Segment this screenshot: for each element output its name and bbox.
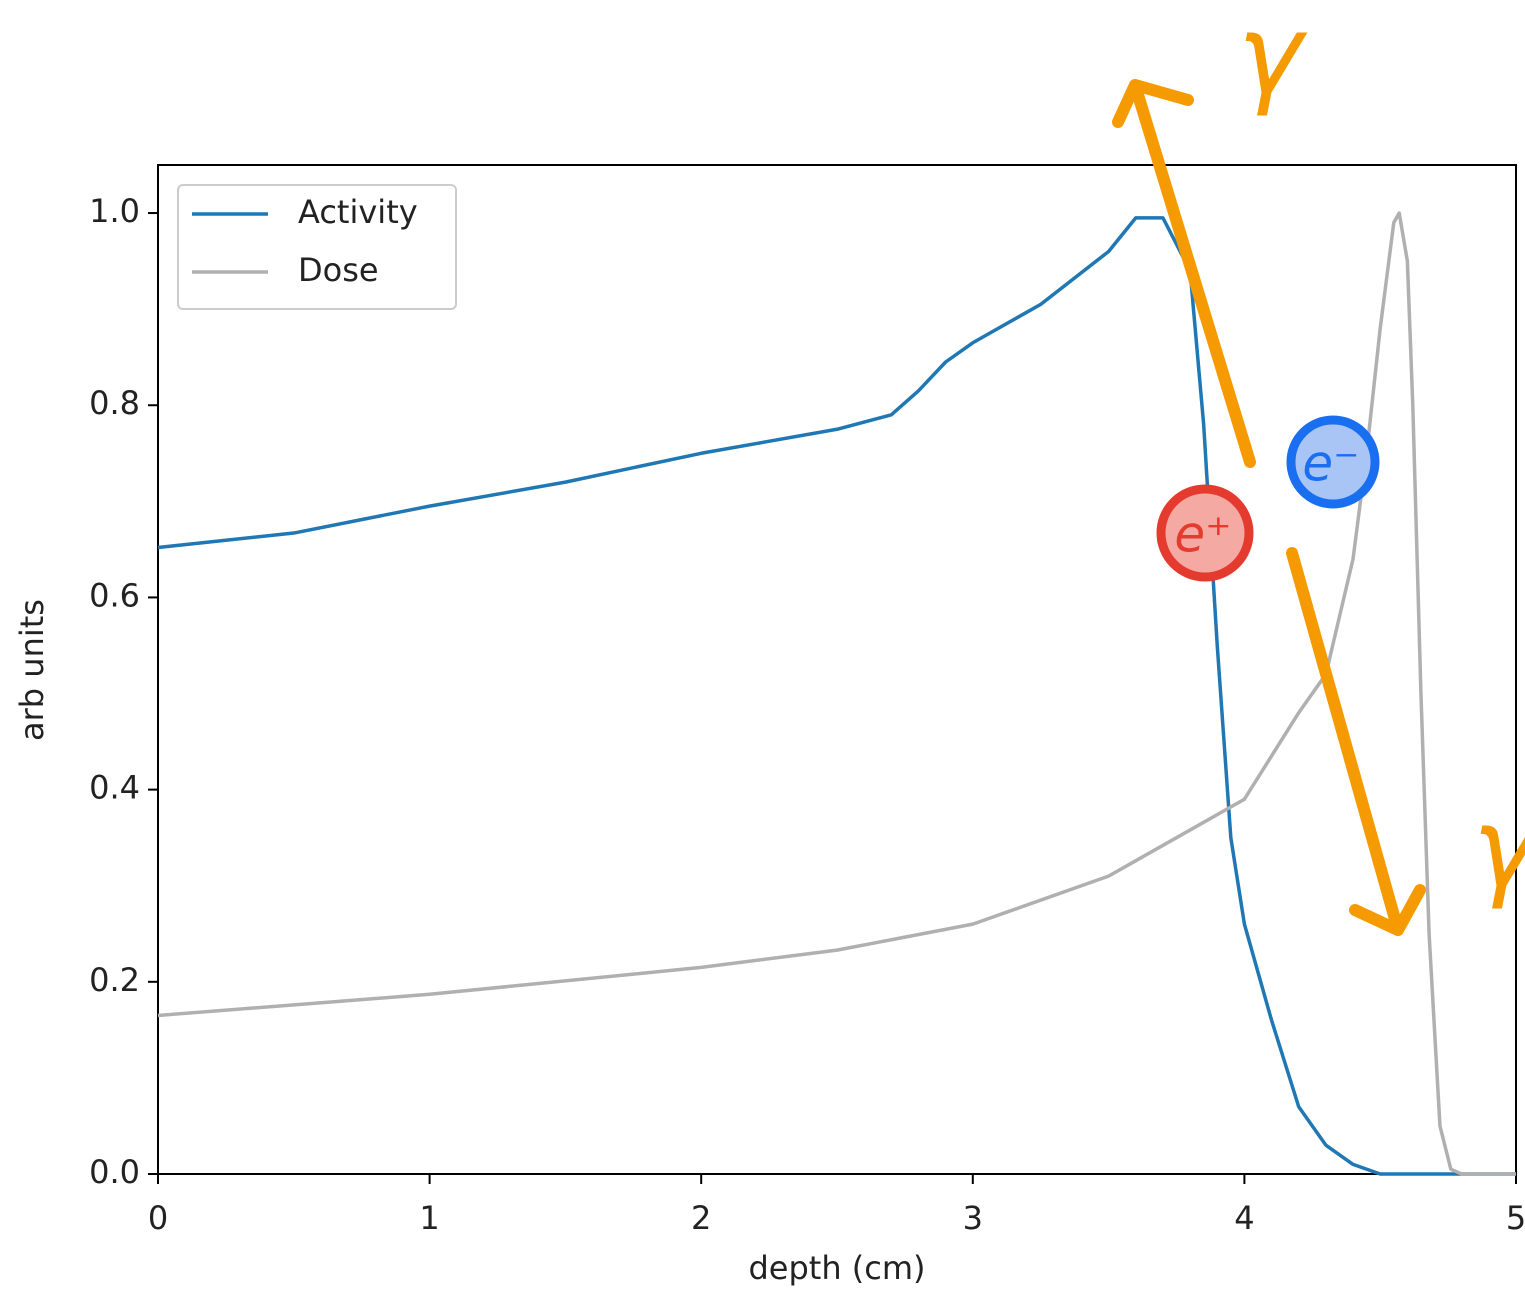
y-tick-label: 0.6 <box>89 576 140 614</box>
y-tick-label: 1.0 <box>89 192 140 230</box>
legend-label: Dose <box>298 251 379 289</box>
y-tick-label: 0.4 <box>89 769 140 807</box>
gamma-label: γ <box>1237 0 1307 118</box>
x-axis-label: depth (cm) <box>748 1249 925 1287</box>
x-tick-label: 4 <box>1234 1199 1254 1237</box>
y-tick-label: 0.8 <box>89 384 140 422</box>
x-tick-label: 5 <box>1506 1199 1525 1237</box>
plot-frame <box>158 165 1516 1174</box>
gamma-label: γ <box>1472 783 1525 911</box>
positron-label: e⁺ <box>1174 506 1231 564</box>
y-tick-label: 0.0 <box>89 1153 140 1191</box>
line <box>158 213 1516 1174</box>
chart: depth (cm) arb units 0 1 2 3 4 5 0.0 0.2 0.4 0.6 0… <box>0 0 1525 1294</box>
x-tick-label: 0 <box>148 1199 168 1237</box>
annotations: γ γ e⁺ e⁻ <box>1118 0 1525 930</box>
electron-label: e⁻ <box>1302 435 1359 493</box>
arrow <box>1292 553 1420 930</box>
x-tick-label: 2 <box>691 1199 711 1237</box>
x-tick-label: 1 <box>419 1199 439 1237</box>
legend-label: Activity <box>298 193 418 231</box>
y-tick-label: 0.2 <box>89 961 140 999</box>
x-tick-label: 3 <box>963 1199 983 1237</box>
arrow <box>1118 85 1250 462</box>
y-axis-label: arb units <box>13 599 51 741</box>
